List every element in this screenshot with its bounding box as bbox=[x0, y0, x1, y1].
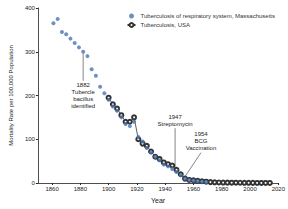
svg-text:300: 300 bbox=[25, 49, 36, 55]
svg-text:1882: 1882 bbox=[76, 82, 90, 88]
svg-text:1920: 1920 bbox=[130, 186, 144, 192]
svg-text:400: 400 bbox=[25, 5, 36, 11]
svg-text:2000: 2000 bbox=[243, 186, 257, 192]
svg-text:1860: 1860 bbox=[45, 186, 59, 192]
svg-text:200: 200 bbox=[25, 93, 36, 99]
svg-text:Tuberculosis of respiratory sy: Tuberculosis of respiratory system, Mass… bbox=[141, 13, 276, 19]
svg-text:1900: 1900 bbox=[102, 186, 116, 192]
svg-text:1960: 1960 bbox=[187, 186, 201, 192]
svg-text:1880: 1880 bbox=[74, 186, 88, 192]
svg-text:1954: 1954 bbox=[194, 131, 208, 137]
svg-text:Year: Year bbox=[151, 197, 166, 204]
svg-text:BCG: BCG bbox=[194, 138, 207, 144]
svg-text:1940: 1940 bbox=[159, 186, 173, 192]
svg-text:0: 0 bbox=[32, 180, 36, 186]
svg-text:Vaccination: Vaccination bbox=[186, 145, 217, 151]
svg-text:Tubercle: Tubercle bbox=[72, 89, 96, 95]
svg-text:identified: identified bbox=[71, 103, 95, 109]
svg-text:1980: 1980 bbox=[215, 186, 229, 192]
svg-text:100: 100 bbox=[25, 136, 36, 142]
svg-text:bacillus: bacillus bbox=[73, 96, 93, 102]
svg-text:Tuberculosis, USA: Tuberculosis, USA bbox=[141, 22, 190, 28]
svg-text:Streptomycin: Streptomycin bbox=[158, 121, 193, 127]
svg-text:1947: 1947 bbox=[168, 114, 182, 120]
svg-text:2020: 2020 bbox=[272, 186, 286, 192]
svg-text:Mortality Rate per 100,000 Pop: Mortality Rate per 100,000 Population bbox=[8, 45, 14, 146]
